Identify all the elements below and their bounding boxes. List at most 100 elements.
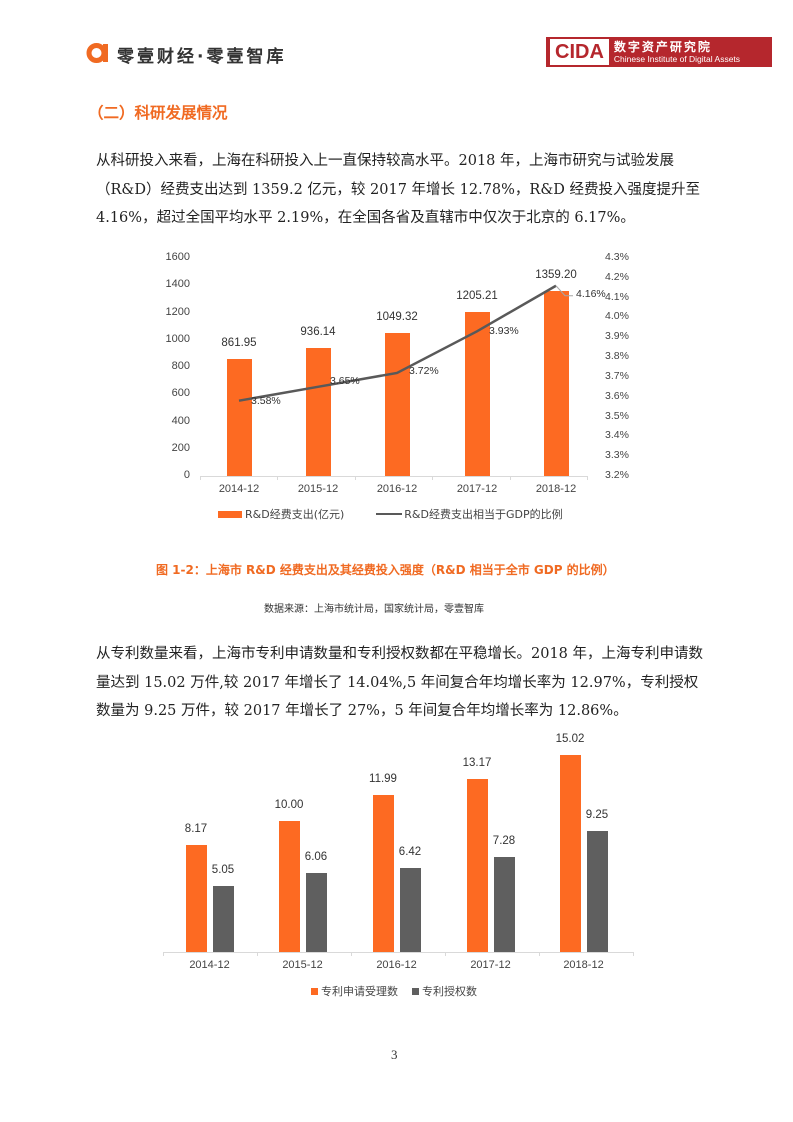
x-axis-tick-mark	[445, 952, 446, 956]
line-value-label: 3.72%	[409, 364, 439, 377]
bar-value-label: 10.00	[274, 799, 304, 811]
y-axis-right-tick: 3.3%	[605, 449, 629, 462]
bar-value-label: 5.05	[211, 863, 235, 876]
bar-value-label: 7.28	[492, 834, 516, 847]
y-axis-left-tick: 1000	[165, 332, 190, 345]
chart-legend: R&D经费支出(亿元) R&D经费支出相当于GDP的比例	[218, 506, 563, 522]
x-axis-tick-mark	[354, 476, 356, 480]
line-value-label: 3.93%	[489, 325, 519, 338]
bar-rd-expenditure	[464, 311, 490, 476]
bar-patent-applications	[372, 794, 394, 952]
legend-swatch	[412, 987, 419, 995]
x-axis-tick-mark	[277, 476, 279, 480]
y-axis-right-tick: 3.6%	[605, 389, 629, 402]
bar-rd-expenditure	[226, 358, 252, 476]
bar-rd-expenditure	[305, 348, 331, 476]
x-axis-label: 2018-12	[535, 483, 577, 495]
bar-value-label: 6.06	[304, 850, 328, 863]
x-axis-tick-mark	[257, 952, 258, 956]
line-value-label: 3.65%	[330, 374, 360, 387]
cida-chinese-name: 数字资产研究院	[613, 39, 712, 54]
y-axis-left-tick: 400	[171, 414, 190, 427]
x-axis-tick-mark	[163, 952, 164, 956]
bar-patent-grants	[493, 856, 515, 952]
chart-legend: 专利申请受理数 专利授权数	[311, 983, 477, 999]
y-axis-right-tick: 3.9%	[605, 330, 629, 343]
figure-caption: 图 1-2：上海市 R&D 经费支出及其经费投入强度（R&D 相当于全市 GDP…	[156, 563, 615, 577]
legend-label-patent-applications: 专利申请受理数	[321, 985, 398, 998]
x-axis-tick-mark	[633, 952, 634, 956]
bar-value-label: 936.14	[300, 326, 336, 339]
y-axis-right-tick: 3.5%	[605, 409, 629, 422]
legend-label-rd-expenditure: R&D经费支出(亿元)	[245, 508, 345, 521]
line-value-label: 3.58%	[251, 394, 281, 407]
bar-value-label: 13.17	[462, 757, 492, 770]
y-axis-left-tick: 200	[171, 441, 190, 454]
bar-patent-grants	[586, 830, 608, 952]
legend-swatch	[311, 987, 318, 995]
bar-rd-expenditure	[384, 333, 410, 476]
bar-value-label: 6.42	[398, 845, 422, 858]
y-axis-right-tick: 3.4%	[605, 429, 629, 442]
brand-logo-icon	[86, 41, 110, 65]
cida-english-name: Chinese Institute of Digital Assets	[613, 53, 741, 64]
x-axis-tick-mark	[509, 476, 511, 480]
section-title: （二）科研发展情况	[88, 104, 228, 122]
rd-gdp-ratio-line	[238, 284, 573, 402]
y-axis-left-tick: 600	[171, 387, 190, 400]
x-axis-label: 2016-12	[376, 483, 418, 495]
bar-rd-expenditure	[543, 290, 569, 476]
x-axis-label: 2015-12	[297, 483, 339, 495]
rd-expenditure-chart: 0 200 400 600 800 1000 1200 1400 1600 3.2% 3.3% 3.4…	[0, 0, 793, 540]
figure-source: 数据来源：上海市统计局，国家统计局，零壹智库	[264, 604, 484, 615]
bar-patent-applications	[559, 755, 581, 952]
y-axis-left-tick: 800	[171, 360, 190, 372]
x-axis-tick-mark	[539, 952, 540, 956]
x-axis-tick-mark	[587, 476, 588, 480]
y-axis-left-tick: 1600	[165, 251, 190, 263]
bar-patent-grants	[399, 867, 421, 952]
legend-label-patent-grants: 专利授权数	[422, 985, 477, 998]
legend-swatch-line	[376, 513, 403, 515]
bar-value-label: 861.95	[221, 336, 257, 349]
x-axis-label: 2014-12	[218, 483, 260, 495]
x-axis-tick-mark	[200, 476, 201, 480]
x-axis-label: 2017-12	[470, 959, 511, 971]
y-axis-left-tick: 1200	[165, 305, 190, 318]
x-axis-line	[163, 952, 633, 953]
x-axis-label: 2015-12	[282, 959, 323, 971]
brand-name: 零壹财经·零壹智库	[117, 47, 287, 67]
bar-patent-grants	[212, 885, 234, 952]
bar-value-label: 11.99	[369, 772, 397, 785]
y-axis-left-tick: 0	[183, 469, 190, 481]
legend-label-rd-gdp-ratio: R&D经费支出相当于GDP的比例	[404, 508, 563, 521]
y-axis-right-tick: 4.1%	[605, 290, 629, 303]
bar-value-label: 15.02	[555, 733, 585, 746]
bar-value-label: 1049.32	[376, 311, 418, 324]
y-axis-right-tick: 4.2%	[605, 270, 629, 283]
bar-value-label: 1205.21	[456, 289, 498, 302]
bar-value-label: 1359.20	[535, 268, 577, 281]
y-axis-right-tick: 3.7%	[605, 369, 629, 382]
bar-value-label: 9.25	[585, 808, 609, 821]
bar-patent-grants	[305, 872, 327, 952]
paragraph-rd-investment: 从科研投入来看，上海在科研投入上一直保持较高水平。2018 年，上海市研究与试验…	[96, 153, 700, 226]
x-axis-tick-mark	[432, 476, 434, 480]
bar-patent-applications	[185, 844, 207, 952]
x-axis-label: 2018-12	[563, 959, 604, 971]
x-axis-label: 2017-12	[456, 483, 498, 495]
line-value-label: 4.16%	[576, 287, 606, 300]
y-axis-left-tick: 1400	[165, 278, 190, 291]
x-axis-tick-mark	[351, 952, 352, 956]
bar-patent-applications	[278, 821, 300, 952]
legend-swatch-bar	[218, 510, 242, 518]
cida-logo: CIDA 数字资产研究院 Chinese Institute of Digita…	[546, 37, 772, 67]
bar-patent-applications	[466, 779, 488, 952]
y-axis-right-tick: 4.0%	[605, 310, 629, 323]
y-axis-right-tick: 3.2%	[605, 469, 629, 481]
paragraph-patents: 从专利数量来看，上海市专利申请数量和专利授权数都在平稳增长。2018 年，上海专…	[96, 646, 704, 719]
y-axis-right-tick: 3.8%	[605, 350, 629, 363]
page-number: 3	[391, 1047, 398, 1062]
bar-value-label: 8.17	[184, 822, 208, 835]
x-axis-line	[200, 476, 587, 477]
